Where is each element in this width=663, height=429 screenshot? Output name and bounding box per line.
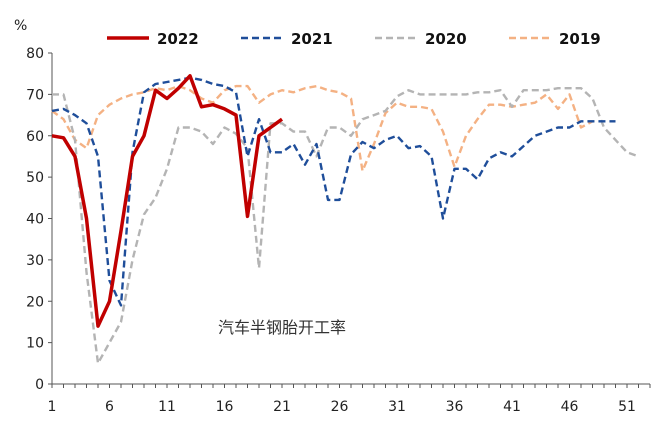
- y-tick-label: 20: [26, 294, 44, 310]
- y-unit-label: %: [14, 18, 27, 34]
- chart-annotation: 汽车半钢胎开工率: [218, 318, 346, 337]
- y-tick-label: 40: [26, 212, 44, 228]
- x-tick-label: 31: [388, 399, 406, 415]
- y-tick-label: 60: [26, 129, 44, 145]
- y-tick-label: 0: [35, 377, 44, 393]
- y-tick-label: 30: [26, 253, 44, 269]
- x-tick-label: 1: [48, 399, 57, 415]
- legend-label-2021: 2021: [291, 30, 333, 48]
- series-line-2019: [51, 84, 594, 173]
- series-line-2020: [52, 86, 639, 365]
- y-tick-label: 50: [26, 170, 44, 186]
- x-tick-label: 6: [105, 399, 114, 415]
- x-tick-label: 41: [503, 399, 521, 415]
- legend-label-2022: 2022: [157, 30, 199, 48]
- x-tick-label: 46: [561, 399, 579, 415]
- x-tick-label: 16: [216, 399, 234, 415]
- legend-label-2019: 2019: [559, 30, 601, 48]
- x-tick-label: 36: [446, 399, 464, 415]
- y-tick-label: 10: [26, 336, 44, 352]
- x-tick-label: 21: [273, 399, 291, 415]
- legend: 2022 2021 2020 2019: [107, 30, 601, 48]
- series-layer: [51, 74, 639, 365]
- series-line-2022: [51, 74, 284, 328]
- series-line-2021: [51, 76, 616, 307]
- x-tick-label: 26: [331, 399, 349, 415]
- x-tick-label: 11: [158, 399, 176, 415]
- x-tick-label: 51: [618, 399, 636, 415]
- y-tick-label: 80: [26, 46, 44, 62]
- legend-label-2020: 2020: [425, 30, 467, 48]
- y-tick-label: 70: [26, 87, 44, 103]
